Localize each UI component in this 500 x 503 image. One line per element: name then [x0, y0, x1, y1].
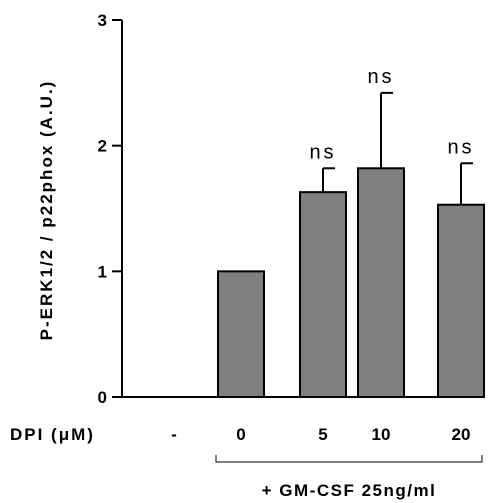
y-axis-title: P-ERK1/2 / p22phox (A.U.) [37, 80, 56, 341]
y-axis: 0 1 2 3 [98, 11, 123, 407]
bar [357, 167, 405, 398]
x-tick-label: 20 [452, 425, 471, 444]
y-tick-label: 3 [98, 11, 107, 30]
x-tick-label: 5 [318, 425, 327, 444]
treatment-bracket [215, 455, 483, 463]
significance-label: ns [447, 136, 474, 158]
bar [217, 270, 265, 399]
bars: ns ns ns [217, 66, 485, 399]
bar [437, 203, 485, 398]
significance-label: ns [309, 141, 336, 163]
x-axis: - 0 5 10 20 [122, 396, 482, 444]
x-tick-label: 10 [372, 425, 391, 444]
x-axis-title: DPI (μM) [10, 425, 95, 444]
x-tick-label: - [171, 425, 177, 444]
y-tick-label: 2 [98, 137, 107, 156]
treatment-label: + GM-CSF 25ng/ml [262, 481, 437, 500]
bar [299, 191, 347, 398]
y-tick-label: 1 [98, 262, 107, 281]
y-tick-label: 0 [98, 388, 107, 407]
x-tick-label: 0 [236, 425, 245, 444]
significance-label: ns [367, 66, 394, 88]
